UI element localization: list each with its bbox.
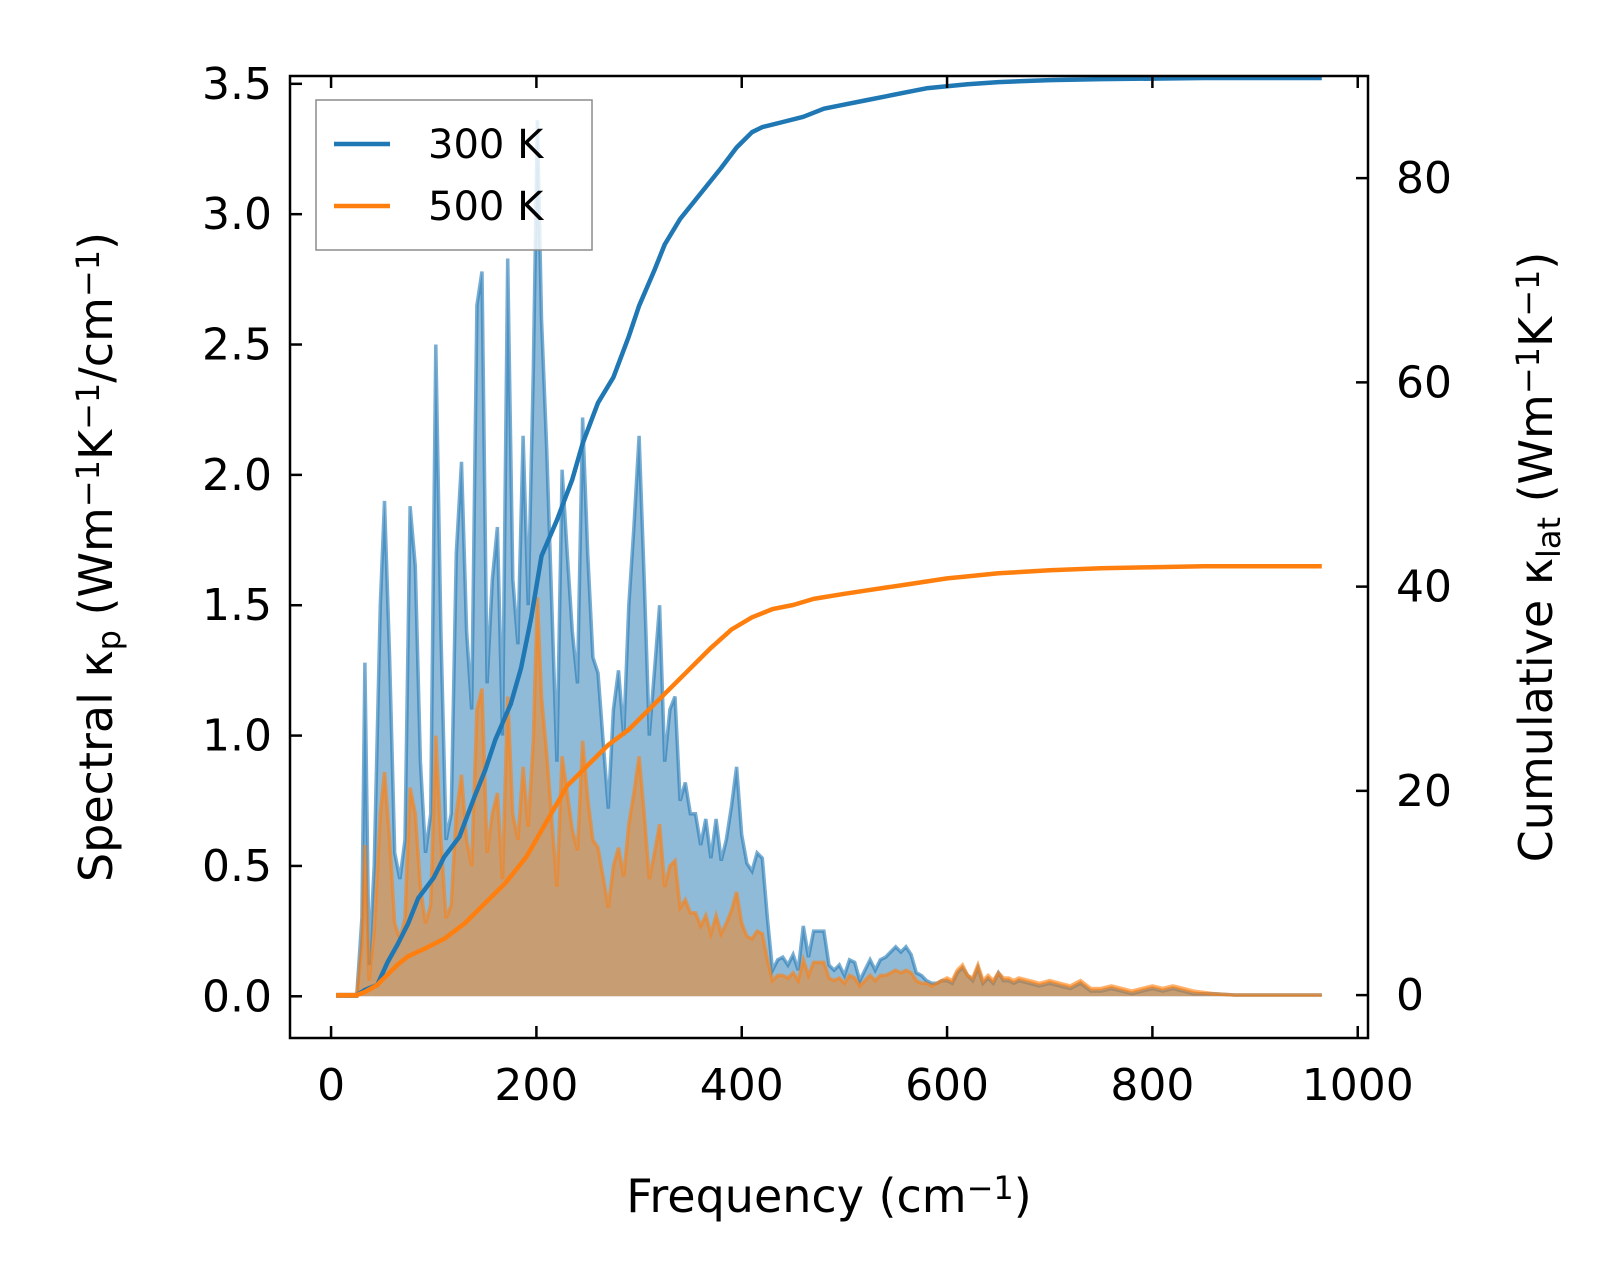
legend: 300 K 500 K (315, 99, 593, 251)
y-left-axis-title: Spectral κp (Wm−1K−1/cm−1) (69, 232, 128, 882)
legend-box (315, 99, 593, 251)
y-left-tick-label: 3.5 (202, 59, 272, 110)
plot-clip-group (336, 76, 1322, 999)
y-left-tick-label: 2.5 (202, 320, 272, 371)
axis-titles: Frequency (cm−1) Spectral κp (Wm−1K−1/cm−… (69, 232, 1568, 1223)
y-left-tick-label: 2.0 (202, 450, 272, 501)
cumulative-line-300-k (336, 76, 1322, 998)
spectral-area-500-k (336, 597, 1322, 997)
x-tick-label: 0 (317, 1060, 345, 1111)
y-right-tick-label: 0 (1396, 970, 1424, 1021)
legend-label-300-k: 300 K (428, 122, 545, 168)
y-right-tick-label: 20 (1396, 766, 1452, 817)
y-left-tick-label: 0.5 (202, 841, 272, 892)
x-tick-label: 600 (905, 1060, 989, 1111)
x-axis-title: Frequency (cm−1) (626, 1169, 1031, 1223)
y-left-tick-label: 3.0 (202, 189, 272, 240)
axes: 0 200 400 600 800 10000.00.51.01.52.02.53.03.… (202, 59, 1452, 1111)
x-tick-label: 200 (494, 1060, 578, 1111)
legend-label-500-k: 500 K (428, 184, 545, 230)
y-left-tick-label: 0.0 (202, 971, 272, 1022)
plot-area (336, 76, 1322, 999)
y-left-tick-label: 1.0 (202, 711, 272, 762)
axes-frame (288, 74, 1370, 1040)
spectral-line-500-k (336, 597, 1322, 999)
x-tick-label: 800 (1110, 1060, 1194, 1111)
y-right-tick-label: 60 (1396, 357, 1452, 408)
x-tick-label: 400 (700, 1060, 784, 1111)
y-right-axis-title: Cumulative κlat (Wm−1K−1) (1509, 252, 1568, 863)
y-right-tick-label: 40 (1396, 562, 1452, 613)
y-left-tick-label: 1.5 (202, 580, 272, 631)
x-tick-label: 1000 (1302, 1060, 1414, 1111)
y-right-tick-label: 80 (1396, 153, 1452, 204)
cumulative-line-500-k (336, 563, 1322, 998)
